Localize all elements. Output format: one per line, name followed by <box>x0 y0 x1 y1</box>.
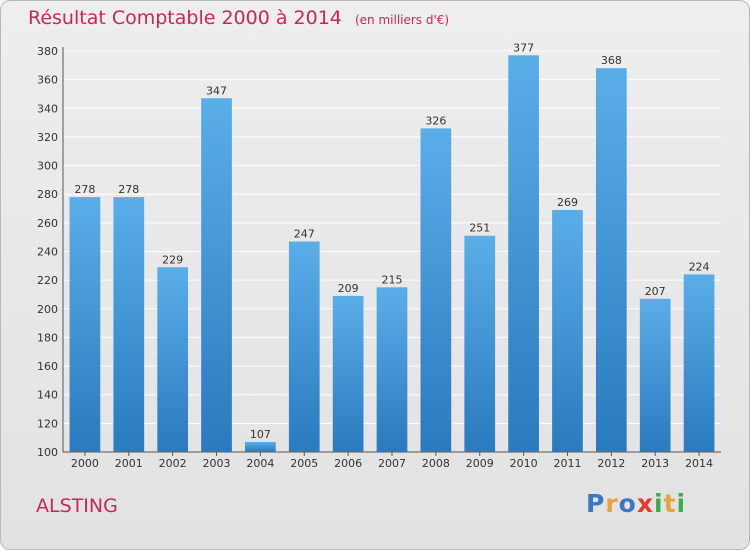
value-label: 229 <box>162 253 183 266</box>
bar-2012 <box>595 68 627 452</box>
logo-letter: o <box>618 489 637 518</box>
y-tick-label: 240 <box>37 246 58 259</box>
x-tick-label: 2012 <box>597 457 625 470</box>
bar-2014 <box>683 274 715 452</box>
y-tick-label: 320 <box>37 131 58 144</box>
x-tick-label: 2013 <box>641 457 669 470</box>
y-tick-label: 300 <box>37 160 58 173</box>
value-label: 326 <box>425 114 446 127</box>
bar-2007 <box>376 287 408 452</box>
x-tick-label: 2010 <box>510 457 538 470</box>
x-tick-label: 2005 <box>290 457 318 470</box>
value-label: 377 <box>513 41 534 54</box>
x-tick-label: 2006 <box>334 457 362 470</box>
y-tick-label: 200 <box>37 303 58 316</box>
bar-2011 <box>552 209 583 452</box>
bar-2013 <box>639 298 671 452</box>
value-label: 278 <box>74 183 95 196</box>
value-label: 209 <box>338 282 359 295</box>
y-tick-label: 220 <box>37 274 58 287</box>
logo-letter: P <box>586 489 606 518</box>
value-label: 347 <box>206 84 227 97</box>
value-label: 368 <box>601 54 622 67</box>
x-tick-label: 2007 <box>378 457 406 470</box>
logo-letter: r <box>605 489 619 518</box>
value-label: 247 <box>294 227 315 240</box>
bar-2006 <box>332 295 364 452</box>
y-tick-label: 140 <box>37 389 58 402</box>
value-label: 278 <box>118 183 139 196</box>
y-tick-label: 340 <box>37 102 58 115</box>
y-tick-label: 100 <box>37 446 58 459</box>
value-label: 224 <box>689 260 710 273</box>
chart-subtitle: (en milliers d'€) <box>354 13 450 27</box>
logo-letter: i <box>654 489 664 518</box>
chart-title: Résultat Comptable 2000 à 2014 <box>28 7 342 29</box>
x-tick-label: 2004 <box>246 457 274 470</box>
bar-2008 <box>420 128 452 452</box>
labels: 278 278 229 347 107 247 209 215 326 251 377 269 368 2… <box>74 41 709 441</box>
x-tick-label: 2009 <box>466 457 494 470</box>
x-tick-label: 2014 <box>685 457 713 470</box>
logo-letter: t <box>663 489 677 518</box>
bar-2005 <box>288 241 320 452</box>
value-label: 269 <box>557 196 578 209</box>
x-tick-label: 2011 <box>553 457 581 470</box>
bar-2000 <box>69 197 101 452</box>
x-tick-label: 2002 <box>159 457 187 470</box>
proxiti-logo[interactable]: Proxiti <box>586 489 686 518</box>
y-tick-label: 180 <box>37 331 58 344</box>
value-label: 107 <box>250 428 271 441</box>
logo-letter: x <box>636 489 654 518</box>
bar-2001 <box>113 197 145 452</box>
value-label: 215 <box>382 273 403 286</box>
x-tick-label: 2003 <box>203 457 231 470</box>
x-tick-label: 2001 <box>115 457 143 470</box>
y-tick-label: 260 <box>37 217 58 230</box>
chart-header: Résultat Comptable 2000 à 2014 (en milli… <box>28 7 449 29</box>
y-tick-label: 160 <box>37 360 58 373</box>
bar-2003 <box>201 98 232 452</box>
bar-2010 <box>508 55 539 453</box>
y-tick-label: 360 <box>37 74 58 87</box>
bar-2002 <box>157 267 189 452</box>
y-tick-label: 280 <box>37 188 58 201</box>
x-tick-label: 2008 <box>422 457 450 470</box>
bar-2009 <box>464 235 496 452</box>
y-tick-label: 120 <box>37 417 58 430</box>
town-name: ALSTING <box>36 495 118 517</box>
y-tick-label: 380 <box>37 45 58 58</box>
logo-letter: i <box>676 489 687 518</box>
bar-2004 <box>245 441 276 452</box>
value-label: 207 <box>645 285 666 298</box>
x-tick-label: 2000 <box>71 457 99 470</box>
value-label: 251 <box>469 222 490 235</box>
bars <box>69 55 715 453</box>
